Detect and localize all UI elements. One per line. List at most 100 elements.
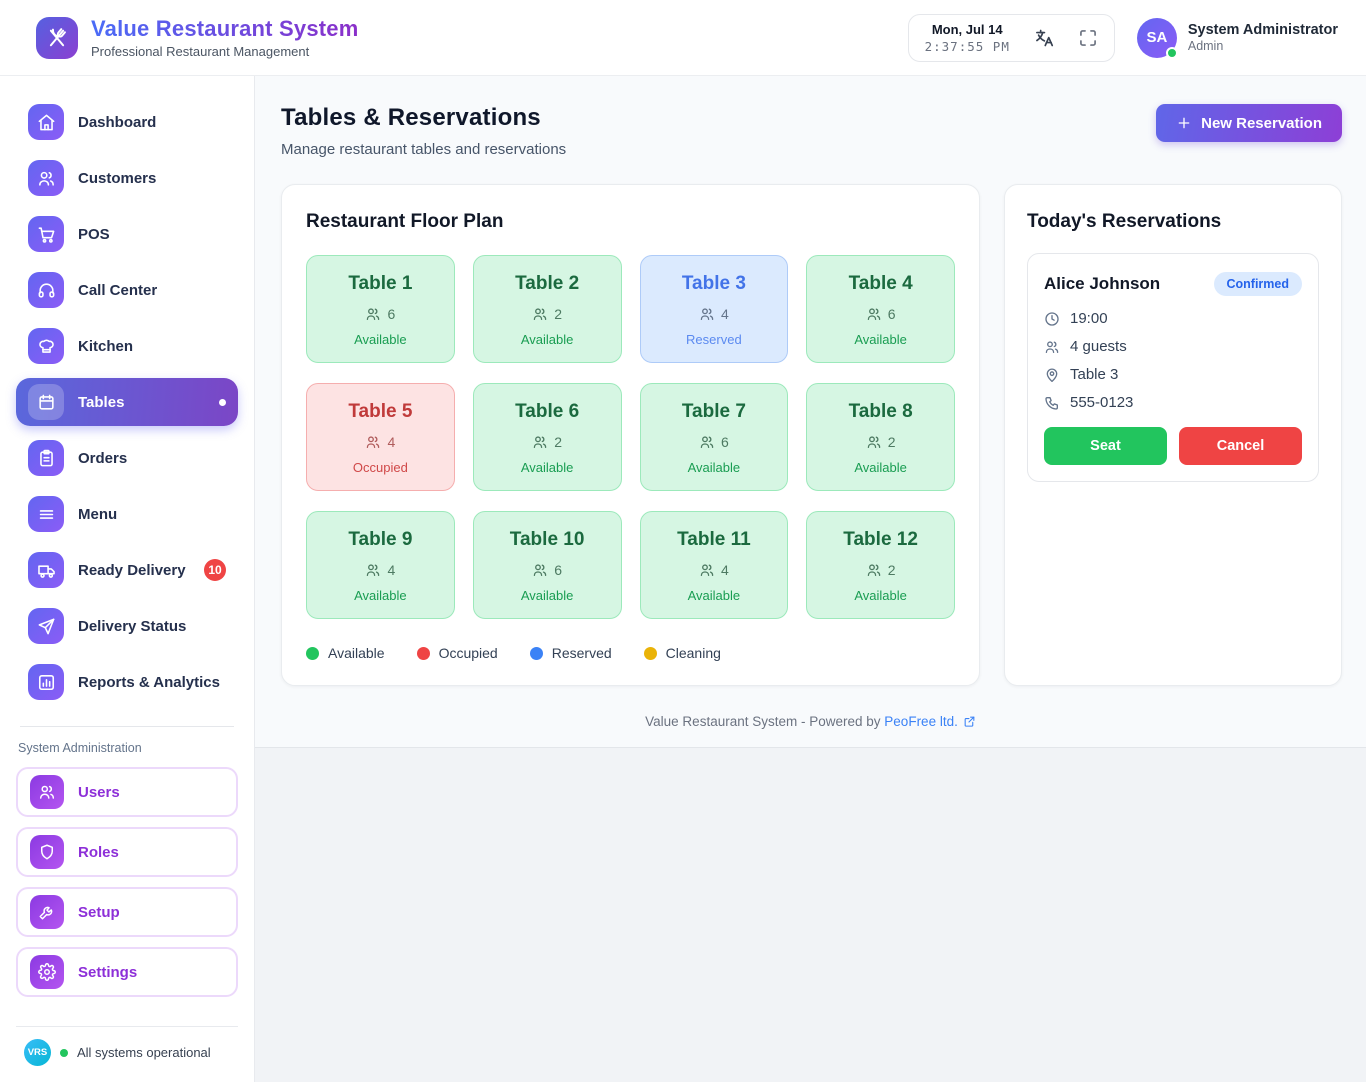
new-reservation-button[interactable]: New Reservation [1156, 104, 1342, 142]
sidebar-item-label: Customers [78, 169, 157, 187]
sidebar-item-users[interactable]: Users [16, 767, 238, 817]
date-text: Mon, Jul 14 [931, 21, 1003, 37]
menu-lines-icon [28, 496, 64, 532]
people-icon [699, 434, 715, 450]
language-icon[interactable] [1034, 28, 1054, 48]
user-menu[interactable]: SA System Administrator Admin [1136, 17, 1338, 59]
table-card[interactable]: Table 2 2 Available [472, 255, 622, 363]
table-card[interactable]: Table 8 2 Available [806, 383, 955, 491]
table-status: Available [687, 588, 741, 603]
table-card[interactable]: Table 3 4 Reserved [639, 255, 789, 363]
new-reservation-label: New Reservation [1201, 114, 1322, 132]
seat-button[interactable]: Seat [1044, 427, 1167, 465]
table-card[interactable]: Table 7 6 Available [639, 383, 789, 491]
sidebar-item-call-center[interactable]: Call Center [16, 266, 238, 314]
table-card[interactable]: Table 5 4 Occupied [306, 383, 455, 491]
people-icon [866, 562, 882, 578]
people-icon [365, 434, 381, 450]
table-card[interactable]: Table 6 2 Available [472, 383, 622, 491]
table-name: Table 3 [681, 273, 746, 294]
legend-dot-reserved [529, 646, 543, 660]
utensils-icon [45, 26, 69, 50]
sidebar-item-roles[interactable]: Roles [16, 827, 238, 877]
sidebar-item-label: Orders [78, 449, 128, 467]
table-name: Table 4 [848, 273, 913, 294]
legend-dot-cleaning [643, 646, 657, 660]
brand: Value Restaurant System Professional Res… [91, 16, 359, 59]
sidebar-item-orders[interactable]: Orders [16, 434, 238, 482]
notification-badge: 10 [204, 559, 226, 581]
sidebar-item-menu[interactable]: Menu [16, 490, 238, 538]
table-card[interactable]: Table 12 2 Available [806, 511, 955, 619]
sidebar-item-label: Delivery Status [78, 617, 187, 635]
footer-link-label: PeoFree ltd. [884, 714, 958, 729]
external-link-icon [963, 715, 976, 728]
reservations-panel: Today's Reservations Alice Johnson Confi… [1004, 184, 1342, 686]
floor-plan-title: Restaurant Floor Plan [306, 211, 504, 232]
powered-by-link[interactable]: PeoFree ltd. [884, 714, 976, 729]
status-text: All systems operational [77, 1045, 211, 1060]
phone-icon [1044, 395, 1060, 411]
people-icon [866, 434, 882, 450]
page-background [255, 747, 1366, 1082]
sidebar-item-label: Reports & Analytics [78, 673, 220, 691]
user-role: Admin [1187, 39, 1224, 53]
avatar-initials: SA [1146, 29, 1168, 46]
main-area: Tables & Reservations Manage restaurant … [255, 76, 1366, 1082]
bar-chart-icon [28, 664, 64, 700]
sidebar-divider [20, 726, 234, 727]
sidebar-item-label: Call Center [78, 281, 158, 299]
people-icon [28, 160, 64, 196]
table-status: Available [520, 332, 574, 347]
user-name: System Administrator [1187, 22, 1338, 38]
table-card[interactable]: Table 11 4 Available [639, 511, 789, 619]
sidebar-item-reports[interactable]: Reports & Analytics [16, 658, 238, 706]
people-icon [365, 562, 381, 578]
table-card[interactable]: Table 10 6 Available [472, 511, 622, 619]
sidebar-item-label: Tables [78, 393, 125, 411]
status-badge: Confirmed [1213, 272, 1302, 296]
sidebar-item-kitchen[interactable]: Kitchen [16, 322, 238, 370]
table-name: Table 7 [681, 401, 746, 422]
table-card[interactable]: Table 1 6 Available [306, 255, 455, 363]
table-capacity: 2 [482, 434, 613, 450]
sidebar-item-settings[interactable]: Settings [16, 947, 238, 997]
table-card[interactable]: Table 4 6 Available [806, 255, 955, 363]
table-name: Table 8 [848, 401, 913, 422]
wrench-icon [30, 895, 64, 929]
sidebar-item-customers[interactable]: Customers [16, 154, 238, 202]
sidebar-item-tables[interactable]: Tables [16, 378, 238, 426]
sidebar-item-pos[interactable]: POS [16, 210, 238, 258]
fullscreen-icon[interactable] [1078, 28, 1098, 48]
sidebar-item-delivery-status[interactable]: Delivery Status [16, 602, 238, 650]
table-capacity: 4 [315, 434, 446, 450]
sidebar-item-ready-delivery[interactable]: Ready Delivery 10 [16, 546, 238, 594]
app-header: Value Restaurant System Professional Res… [0, 0, 1366, 76]
table-capacity: 4 [315, 562, 446, 578]
legend-reserved: Reserved [529, 645, 612, 661]
legend-cleaning: Cleaning [643, 645, 721, 661]
table-status: Occupied [352, 460, 408, 475]
table-capacity: 6 [815, 306, 946, 322]
app-title: Value Restaurant System [91, 16, 359, 41]
datetime: Mon, Jul 14 2:37:55 PM [925, 22, 1010, 54]
table-name: Table 2 [515, 273, 580, 294]
sidebar-item-setup[interactable]: Setup [16, 887, 238, 937]
reservation-table: Table 3 [1044, 366, 1302, 383]
table-capacity: 4 [649, 562, 780, 578]
send-icon [28, 608, 64, 644]
table-capacity: 6 [482, 562, 613, 578]
people-icon [532, 434, 548, 450]
sidebar-item-label: Settings [78, 963, 138, 981]
table-status: Available [854, 460, 907, 475]
table-card[interactable]: Table 9 4 Available [306, 511, 455, 619]
sidebar-item-dashboard[interactable]: Dashboard [16, 98, 238, 146]
status-legend: Available Occupied Reserved Cleaning [306, 645, 955, 661]
cancel-button[interactable]: Cancel [1179, 427, 1302, 465]
legend-dot-occupied [416, 646, 430, 660]
time-text: 2:37:55 PM [924, 38, 1010, 54]
cart-icon [28, 216, 64, 252]
datetime-widget: Mon, Jul 14 2:37:55 PM [907, 13, 1115, 62]
gear-icon [30, 955, 64, 989]
table-name: Table 12 [843, 529, 918, 550]
